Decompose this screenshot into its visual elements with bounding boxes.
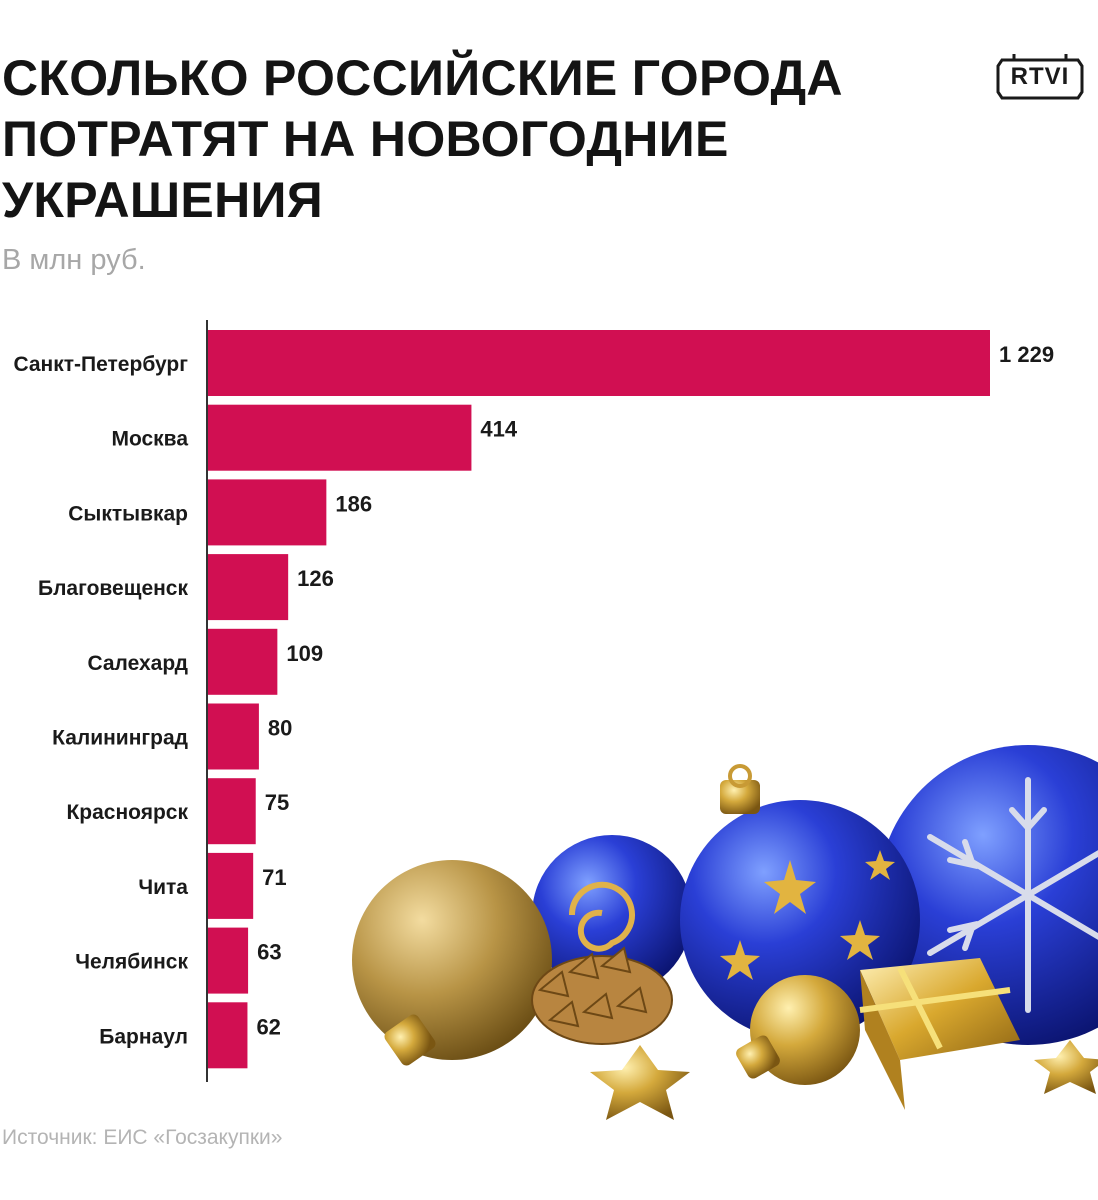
bar-chart: Санкт-Петербург 1 229 Москва 414 Сыктывкар 18… [13, 320, 1054, 1082]
bar-2 [208, 479, 327, 546]
category-label-3: Благовещенск [38, 577, 188, 600]
value-label-0: 1 229 [999, 342, 1054, 367]
value-label-3: 126 [297, 566, 334, 591]
value-label-6: 75 [265, 790, 289, 815]
bar-5 [208, 703, 259, 770]
bar-0 [208, 330, 990, 396]
chart-title-line-3: УКРАШЕНИЯ [2, 172, 323, 228]
chart-subtitle: В млн руб. [2, 244, 146, 276]
category-label-7: Чита [138, 876, 188, 899]
category-label-8: Челябинск [75, 951, 188, 974]
category-label-4: Салехард [87, 652, 188, 675]
value-label-5: 80 [268, 716, 292, 741]
value-label-7: 71 [262, 865, 286, 890]
category-label-1: Москва [111, 428, 188, 451]
bar-6 [208, 778, 256, 845]
rtvi-logo: RTVI [996, 52, 1084, 102]
chart-title: СКОЛЬКО РОССИЙСКИЕ ГОРОДА ПОТРАТЯТ НА НО… [2, 48, 962, 231]
bar-4 [208, 628, 278, 695]
category-label-5: Калининград [52, 727, 188, 750]
value-label-2: 186 [335, 491, 372, 516]
bar-1 [208, 404, 472, 471]
logo-text: RTVI [1010, 63, 1070, 90]
bar-3 [208, 554, 289, 621]
bar-7 [208, 852, 254, 919]
value-label-9: 62 [256, 1014, 280, 1039]
source-note: Источник: ЕИС «Госзакупки» [2, 1126, 283, 1149]
bar-8 [208, 927, 249, 994]
value-label-4: 109 [286, 641, 323, 666]
chart-title-line-1: СКОЛЬКО РОССИЙСКИЕ ГОРОДА [2, 50, 843, 106]
christmas-ornaments-image [352, 745, 1098, 1120]
chart-title-line-2: ПОТРАТЯТ НА НОВОГОДНИЕ [2, 111, 729, 167]
category-label-6: Красноярск [66, 801, 188, 824]
bar-9 [208, 1002, 248, 1069]
category-label-0: Санкт-Петербург [13, 353, 188, 376]
logo-frame-icon [996, 54, 1084, 100]
value-label-1: 414 [480, 417, 517, 442]
category-label-9: Барнаул [99, 1025, 188, 1048]
category-label-2: Сыктывкар [68, 502, 188, 525]
value-label-8: 63 [257, 940, 281, 965]
